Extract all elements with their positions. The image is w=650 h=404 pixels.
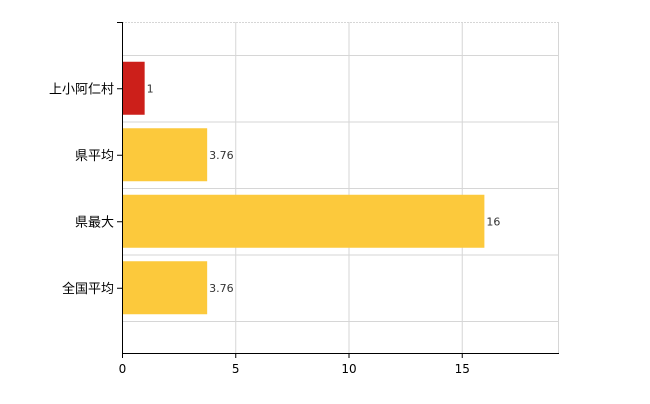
category-label-0: 上小阿仁村: [49, 82, 114, 97]
x-tick-label-0: 0: [119, 362, 127, 376]
data-label-3: 3.76: [209, 282, 234, 295]
category-label-3: 全国平均: [62, 281, 114, 297]
data-label-1: 3.76: [209, 149, 234, 162]
x-tick-label-3: 15: [455, 362, 470, 376]
bars: [123, 61, 485, 315]
grid: [122, 22, 559, 353]
bar-2: [123, 194, 485, 248]
category-label-1: 県平均: [75, 149, 114, 164]
x-tick-label-1: 5: [232, 362, 240, 376]
x-tick-label-2: 10: [341, 362, 356, 376]
labels: 1 上小阿仁村 3.76 県平均 16 県最大 3.76 全国平均 0 5 10 15: [49, 82, 500, 376]
data-label-2: 16: [486, 215, 500, 228]
bar-3: [123, 261, 208, 315]
axes: [117, 22, 559, 358]
bar-1: [123, 128, 208, 182]
data-label-0: 1: [147, 82, 154, 95]
category-label-2: 県最大: [75, 215, 114, 230]
bar-0: [123, 61, 145, 115]
